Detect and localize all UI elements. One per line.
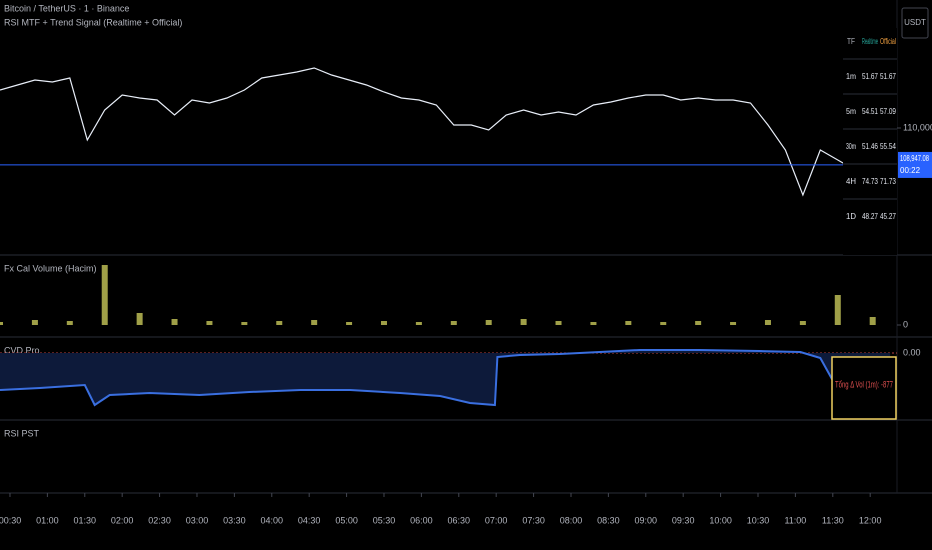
volume-bar [311,320,318,325]
cvd-line [0,349,891,407]
volume-bar [869,317,876,325]
currency-box[interactable] [901,7,929,39]
countdown: 00:22 [900,166,921,175]
x-tick-label: 05:00 [335,515,358,525]
volume-bar [31,320,38,325]
volume-bar [764,320,771,325]
x-tick-label: 07:30 [522,515,545,525]
volume-bar [590,322,597,325]
volume-bar [834,295,841,325]
pane-title: RSI MTF + Trend Signal (Realtime + Offic… [4,17,182,27]
x-tick-label: 00:30 [0,515,21,525]
x-tick-label: 01:30 [74,515,97,525]
volume-bar [66,321,73,325]
y-tick-label: 110,000.00 [903,122,932,132]
table-bg [843,28,897,255]
volume-bar [101,265,108,325]
x-tick-label: 04:00 [261,515,284,525]
volume-bar [276,321,283,325]
x-tick-label: 09:30 [672,515,695,525]
volume-bar [520,319,527,325]
volume-bar [0,322,3,325]
table-cell: 5m [846,107,856,116]
cvd-area [0,350,891,405]
x-tick-label: 05:30 [373,515,396,525]
x-tick-label: 02:00 [111,515,134,525]
table-cell: 51.46 [862,142,878,151]
x-tick-label: 03:30 [223,515,246,525]
table-cell: 4H [846,177,856,186]
annotation-box [831,356,897,420]
table-cell: 54.51 [862,107,878,116]
volume-bar [346,322,353,325]
volume-bar [136,313,143,325]
x-tick-label: 08:30 [597,515,620,525]
volume-bar [171,319,178,325]
volume-bar [799,321,806,325]
table-cell: 55.54 [880,142,896,151]
x-tick-label: 04:30 [298,515,321,525]
table-cell: 74.73 [862,177,878,186]
table-cell: 48.27 [862,212,878,221]
x-tick-label: 01:00 [36,515,59,525]
volume-bar [625,321,632,325]
volume-bar [485,320,492,325]
x-tick-label: 03:00 [186,515,209,525]
x-tick-label: 08:00 [560,515,583,525]
volume-bar [415,322,422,325]
x-tick-label: 10:30 [747,515,770,525]
table-cell: 51.67 [880,72,896,81]
x-tick-label: 12:00 [859,515,882,525]
volume-bar [555,321,562,325]
symbol-title: Bitcoin / TetherUS · 1 · Binance [4,3,129,13]
pane-title: RSI PST [4,428,40,438]
volume-bar [241,322,248,325]
table-cell: 51.67 [862,72,878,81]
table-cell: 30m [846,142,856,151]
table-header: Official [880,37,896,46]
x-tick-label: 07:00 [485,515,508,525]
x-tick-label: 10:00 [709,515,732,525]
volume-bar [695,321,702,325]
table-cell: 71.73 [880,177,896,186]
currency[interactable]: USDT [904,18,926,27]
volume-bar [450,321,457,325]
volume-bar [730,322,737,325]
pane-title: CVD Pro [4,345,40,355]
y-tick-label: 0 [903,319,908,329]
table-header: TF [847,37,855,46]
annotation: Tổng Δ Vol (1m): -877 [835,379,893,389]
price-line [0,67,873,197]
volume-bar [380,321,387,325]
table-cell: 1D [846,212,856,221]
last-price-label: 108,947.08 [900,154,929,163]
table-cell: 57.09 [880,107,896,116]
x-tick-label: 06:30 [448,515,471,525]
x-tick-label: 09:00 [635,515,658,525]
volume-bar [660,322,667,325]
table-cell: 1m [846,72,856,81]
x-tick-label: 02:30 [148,515,171,525]
x-tick-label: 11:00 [784,515,806,525]
x-tick-label: 11:30 [822,515,844,525]
y-tick-label: 0.00 [903,347,921,357]
last-price-box [898,151,932,178]
volume-bar [206,321,213,325]
pane-title: Fx Cal Volume (Hacim) [4,263,97,273]
x-tick-label: 06:00 [410,515,433,525]
table-header: Realtime [862,37,878,46]
table-cell: 45.27 [880,212,896,221]
